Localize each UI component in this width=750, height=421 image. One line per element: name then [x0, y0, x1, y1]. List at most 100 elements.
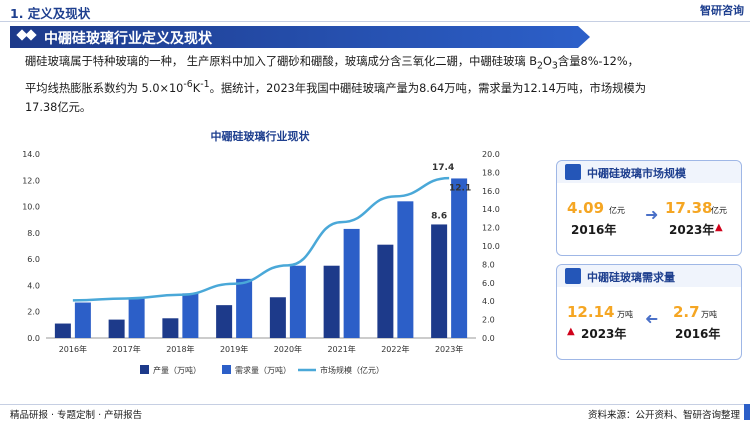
x-tick-label: 2018年 [166, 344, 194, 354]
footer-source: 资料来源：公开资料、智研咨询整理 [587, 410, 740, 421]
right-tick-label: 2.0 [482, 316, 495, 325]
card-title: 中硼硅玻璃需求量 [587, 271, 675, 284]
demand-2016-value: 2.7 [673, 303, 700, 321]
x-tick-label: 2021年 [327, 344, 355, 354]
arrow-left-icon: ➜ [645, 309, 659, 328]
market-size-card: 中硼硅玻璃市场规模 4.09 亿元 2016年 ➜ 17.38 亿元 2023年… [556, 160, 742, 256]
x-tick-label: 2020年 [274, 344, 302, 354]
top-divider [0, 21, 750, 22]
bar-production [216, 305, 233, 338]
legend-swatch [140, 365, 149, 374]
bar-production [108, 319, 125, 338]
para-sup: -6 [183, 79, 193, 91]
para-text: 含量8%-12%， [557, 55, 639, 68]
x-tick-label: 2023年 [435, 344, 463, 354]
brand-logo: 智研咨询 [700, 4, 744, 17]
bar-production [431, 224, 448, 338]
page-banner: 中硼硅玻璃行业定义及现状 [10, 26, 578, 48]
bar-demand [451, 178, 468, 338]
market-2016-value: 4.09 [567, 199, 605, 217]
para-text: 。据统计，2023年我国中硼硅玻璃产量为8.64万吨，需求量为12.14万吨，市… [209, 82, 647, 96]
right-tick-label: 14.0 [482, 205, 500, 214]
x-tick-label: 2017年 [112, 344, 140, 354]
right-tick-label: 18.0 [482, 168, 500, 177]
left-tick-label: 8.0 [27, 229, 40, 238]
bar-demand [128, 298, 145, 338]
arrow-right-icon: ➜ [645, 205, 659, 224]
right-tick-label: 8.0 [482, 260, 495, 269]
right-tick-label: 4.0 [482, 297, 495, 306]
bar-production [377, 244, 394, 338]
bar-chart-icon [565, 268, 581, 284]
year-label: 2023年 [669, 223, 715, 237]
right-tick-label: 20.0 [482, 150, 500, 159]
combo-chart: 0.0 2.0 4.0 6.0 8.0 10.0 12.0 14.0 0.0 2.0 4.0 6.0 8… [22, 150, 500, 375]
left-tick-label: 4.0 [27, 281, 40, 290]
card-title: 中硼硅玻璃市场规模 [587, 167, 686, 180]
legend-label: 市场规模（亿元） [320, 365, 384, 375]
left-tick-label: 6.0 [27, 255, 40, 264]
para-text: K [192, 82, 201, 96]
demand-2023-value: 12.14 [567, 303, 615, 321]
year-label: 2016年 [571, 223, 617, 237]
bar-demand [289, 265, 306, 338]
unit: 万吨 [617, 310, 633, 319]
unit: 亿元 [609, 206, 625, 215]
bar-production [162, 318, 179, 338]
intro-paragraph: 硼硅玻璃属于特种玻璃的一种， 生产原料中加入了硼砂和硼酸，玻璃成分含三氧化二硼，… [25, 52, 740, 117]
year-label: 2016年 [675, 327, 721, 341]
right-tick-label: 12.0 [482, 224, 500, 233]
bar-production [323, 265, 340, 338]
top-bar: 1. 定义及现状 智研咨询 [0, 0, 750, 22]
unit: 亿元 [711, 206, 727, 215]
page-title: 中硼硅玻璃行业定义及现状 [44, 31, 212, 47]
banner-arrow [578, 26, 590, 48]
left-tick-label: 14.0 [22, 150, 40, 159]
bar-demand [343, 228, 360, 338]
diamond-icon [25, 29, 37, 41]
bar-demand [182, 293, 199, 338]
up-arrow-icon: ▲ [567, 326, 575, 337]
legend-label: 产量（万吨） [153, 365, 201, 375]
right-tick-label: 0.0 [482, 334, 495, 343]
bar-demand [397, 201, 414, 338]
right-tick-label: 10.0 [482, 242, 500, 251]
right-tick-label: 16.0 [482, 187, 500, 196]
right-tick-label: 6.0 [482, 279, 495, 288]
unit: 万吨 [701, 310, 717, 319]
para-text: 平均线热膨胀系数约为 5.0×10 [25, 82, 184, 96]
x-tick-label: 2022年 [381, 344, 409, 354]
para-text: 硼硅玻璃属于特种玻璃的一种， 生产原料中加入了硼砂和硼酸，玻璃成分含三氧化二硼，… [25, 55, 537, 68]
para-sub: 3 [551, 60, 558, 72]
market-size-line [72, 176, 450, 302]
para-text: O [543, 55, 552, 68]
legend-label: 需求量（万吨） [235, 365, 291, 375]
chart-icon [565, 164, 581, 180]
chart-title: 中硼硅玻璃行业现状 [210, 130, 310, 143]
footer-accent [744, 404, 750, 420]
annotation-label: 8.6 [431, 211, 447, 221]
footer: 精品研报 · 专题定制 · 产研报告 资料来源：公开资料、智研咨询整理 [0, 404, 750, 421]
bar-production [54, 323, 71, 338]
left-tick-label: 12.0 [22, 176, 40, 185]
left-tick-label: 2.0 [27, 308, 40, 317]
legend-swatch [222, 365, 231, 374]
left-tick-label: 10.0 [22, 203, 40, 212]
up-arrow-icon: ▲ [715, 222, 723, 233]
left-tick-label: 0.0 [27, 334, 40, 343]
market-2023-value: 17.38 [665, 199, 713, 217]
year-label: 2023年 [581, 327, 627, 341]
para-sub: 2 [537, 60, 543, 72]
x-tick-label: 2016年 [59, 344, 87, 354]
bar-demand [236, 278, 253, 338]
section-title: 1. 定义及现状 [10, 6, 91, 21]
annotation-label: 17.4 [432, 163, 454, 173]
para-text: 17.38亿元。 [25, 101, 92, 115]
demand-card: 中硼硅玻璃需求量 12.14 万吨 ▲ 2023年 ➜ 2.7 万吨 2016年 [556, 264, 742, 360]
card-header: 中硼硅玻璃需求量 [557, 265, 741, 287]
card-header: 中硼硅玻璃市场规模 [557, 161, 741, 183]
bar-production [269, 297, 286, 338]
bar-demand [74, 302, 91, 338]
footer-tagline: 精品研报 · 专题定制 · 产研报告 [10, 410, 143, 421]
annotation-label: 12.1 [449, 183, 471, 193]
